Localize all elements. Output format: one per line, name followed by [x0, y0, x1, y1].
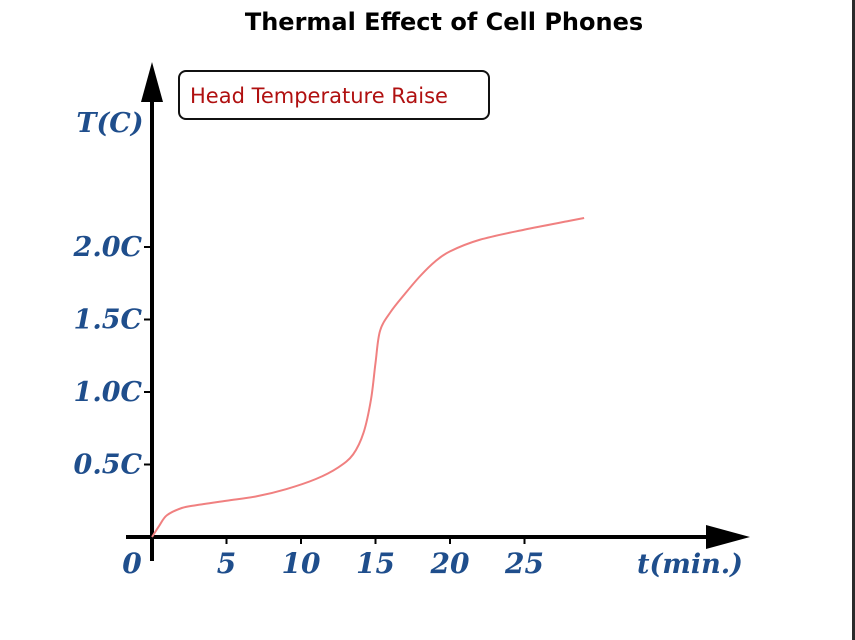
x-tick-label: 15 — [356, 547, 395, 580]
ticks: 0.5C 1.0C 1.5C 2.0C 5 10 15 20 25 0 T(C) t(min.) — [73, 108, 743, 580]
legend-box: Head Temperature Raise — [178, 70, 490, 120]
series — [151, 217, 585, 538]
chart-title: Thermal Effect of Cell Phones — [244, 8, 644, 36]
y-tick-label: 2.0C — [73, 232, 143, 263]
x-tick-label: 5 — [217, 547, 236, 580]
x-axis-title: t(min.) — [637, 549, 743, 580]
y-tick-label: 1.5C — [74, 305, 143, 336]
x-axis-arrow — [706, 525, 750, 549]
y-tick-label: 0.5C — [74, 450, 143, 481]
x-tick-label: 10 — [282, 547, 321, 580]
legend-label: Head Temperature Raise — [190, 84, 448, 108]
series-line — [151, 217, 585, 538]
origin-label: 0 — [122, 547, 142, 580]
y-axis-title: T(C) — [76, 108, 143, 139]
y-axis-arrow — [141, 62, 163, 102]
axes — [126, 62, 750, 561]
y-tick-label: 1.0C — [74, 377, 143, 408]
x-tick-label: 25 — [504, 547, 544, 580]
window-edge — [852, 0, 855, 640]
x-tick-label: 20 — [430, 547, 470, 580]
